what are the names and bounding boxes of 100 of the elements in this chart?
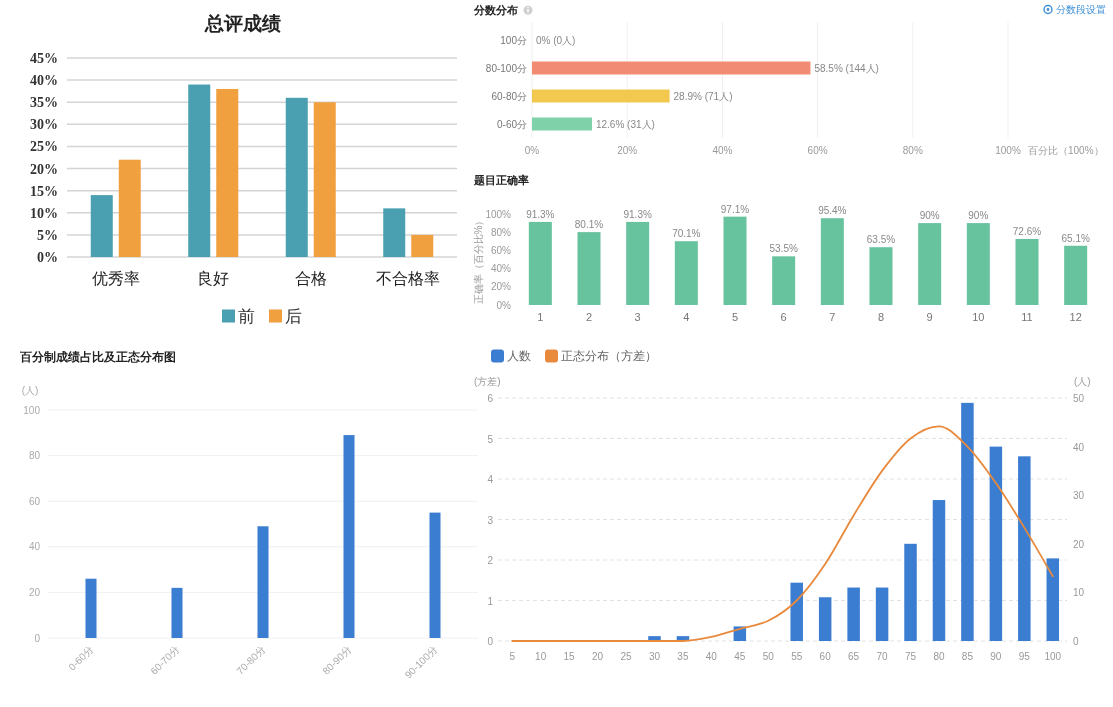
bar xyxy=(961,402,974,641)
data-label: 97.1% xyxy=(720,203,750,215)
data-label: 80.1% xyxy=(574,219,604,231)
y2-axis-title: (人) xyxy=(1074,376,1091,387)
y-tick-label: 40 xyxy=(28,541,41,553)
y-tick-label: 80-100分 xyxy=(485,62,527,74)
x-tick-label: 不合格率 xyxy=(376,270,441,287)
y-tick-label: 0% xyxy=(496,299,512,311)
y-tick-label: 0 xyxy=(487,636,494,647)
y-tick-label: 3 xyxy=(487,514,494,526)
y-tick-label: 2 xyxy=(487,555,494,566)
bar xyxy=(343,435,355,638)
x-tick-label: 95 xyxy=(1018,651,1031,662)
data-label: 72.6% xyxy=(1012,225,1042,237)
x-tick-label: 6 xyxy=(780,311,787,323)
y-tick-label: 35% xyxy=(30,95,58,111)
bar xyxy=(285,97,308,257)
x-tick-label: 55 xyxy=(791,651,803,662)
y-tick-label: 20% xyxy=(30,161,58,177)
y-axis-title: 正确率（百分比%） xyxy=(473,215,484,305)
x-tick-label: 70 xyxy=(876,651,889,662)
legend-label: 后 xyxy=(285,307,302,327)
y-tick-label: 20 xyxy=(28,586,41,598)
y-tick-label: 15% xyxy=(30,183,58,199)
y-tick-label: 1 xyxy=(487,595,494,607)
x-tick-label: 25 xyxy=(620,651,633,662)
data-label: 0% (0人) xyxy=(536,34,576,46)
bar xyxy=(772,256,796,305)
data-label: 95.4% xyxy=(818,205,847,217)
bar xyxy=(723,216,747,305)
bar xyxy=(118,159,141,257)
bar xyxy=(532,117,592,131)
y-tick-label: 4 xyxy=(487,474,494,485)
line-series xyxy=(511,425,1054,642)
x-tick-label: 3 xyxy=(634,311,641,323)
chart-title: 百分制成绩占比及正态分布图 xyxy=(19,350,176,363)
bar xyxy=(989,446,1003,641)
x-tick-label: 1 xyxy=(537,311,544,323)
bar xyxy=(875,587,889,641)
bar xyxy=(904,543,917,641)
bar xyxy=(85,578,97,638)
bar xyxy=(90,195,113,257)
y-tick-label: 60% xyxy=(490,244,512,256)
x-tick-label: 100% xyxy=(995,145,1021,156)
y-axis-title: (方差) xyxy=(474,376,501,387)
x-tick-label: 合格 xyxy=(294,270,327,287)
y-tick-label: 6 xyxy=(487,393,494,404)
x-tick-label: 90 xyxy=(990,651,1002,662)
bar xyxy=(429,512,441,638)
bar xyxy=(790,582,803,641)
x-axis-title: 百分比（100%） xyxy=(1028,145,1104,156)
data-label: 90% xyxy=(919,210,940,222)
y-tick-label: 80% xyxy=(490,226,512,238)
y-tick-label: 100 xyxy=(23,404,41,416)
bar xyxy=(532,61,811,75)
y-axis-title: (人) xyxy=(21,385,39,396)
bar xyxy=(1018,456,1031,641)
legend-label: 人数 xyxy=(507,350,531,363)
y-tick-label: 60 xyxy=(28,495,41,507)
y2-tick-label: 50 xyxy=(1073,393,1085,404)
x-tick-label: 9 xyxy=(926,311,933,323)
bar xyxy=(216,88,239,257)
bar xyxy=(577,232,601,305)
x-tick-label: 30 xyxy=(648,651,661,662)
y2-tick-label: 10 xyxy=(1073,587,1085,599)
x-tick-label: 60% xyxy=(807,145,828,156)
x-tick-label: 0-60分 xyxy=(66,643,96,673)
bar xyxy=(1064,245,1088,305)
y2-tick-label: 30 xyxy=(1073,490,1085,502)
y-tick-label: 45% xyxy=(30,51,58,66)
data-label: 58.5% (144人) xyxy=(814,62,879,74)
x-tick-label: 40 xyxy=(705,651,718,662)
x-tick-label: 75 xyxy=(904,651,917,662)
y-tick-label: 30% xyxy=(30,117,58,133)
x-tick-label: 20 xyxy=(592,651,604,662)
x-tick-label: 100 xyxy=(1044,651,1062,662)
x-tick-label: 7 xyxy=(829,311,836,323)
x-tick-label: 45 xyxy=(734,651,746,662)
x-tick-label: 2 xyxy=(585,311,593,323)
y-tick-label: 100分 xyxy=(500,34,527,46)
data-label: 28.9% (71人) xyxy=(673,90,733,102)
text: 分数段设置 xyxy=(1056,4,1106,15)
y-tick-label: 60-80分 xyxy=(491,90,527,102)
bar xyxy=(532,89,670,103)
data-label: 70.1% xyxy=(672,228,701,240)
bar xyxy=(411,234,434,257)
y2-tick-label: 20 xyxy=(1073,538,1085,550)
x-tick-label: 10 xyxy=(535,651,547,662)
x-tick-label: 35 xyxy=(677,651,689,662)
x-tick-label: 40% xyxy=(712,145,733,156)
y-tick-label: 0% xyxy=(37,250,58,265)
bar xyxy=(313,102,336,257)
y-tick-label: 40% xyxy=(30,73,58,89)
y-tick-label: 100% xyxy=(485,208,512,220)
x-tick-label: 20% xyxy=(617,145,638,156)
x-tick-label: 5 xyxy=(731,311,739,323)
bar xyxy=(674,241,698,305)
bar xyxy=(820,218,844,305)
bar xyxy=(966,223,990,305)
y-tick-label: 10% xyxy=(30,205,58,221)
